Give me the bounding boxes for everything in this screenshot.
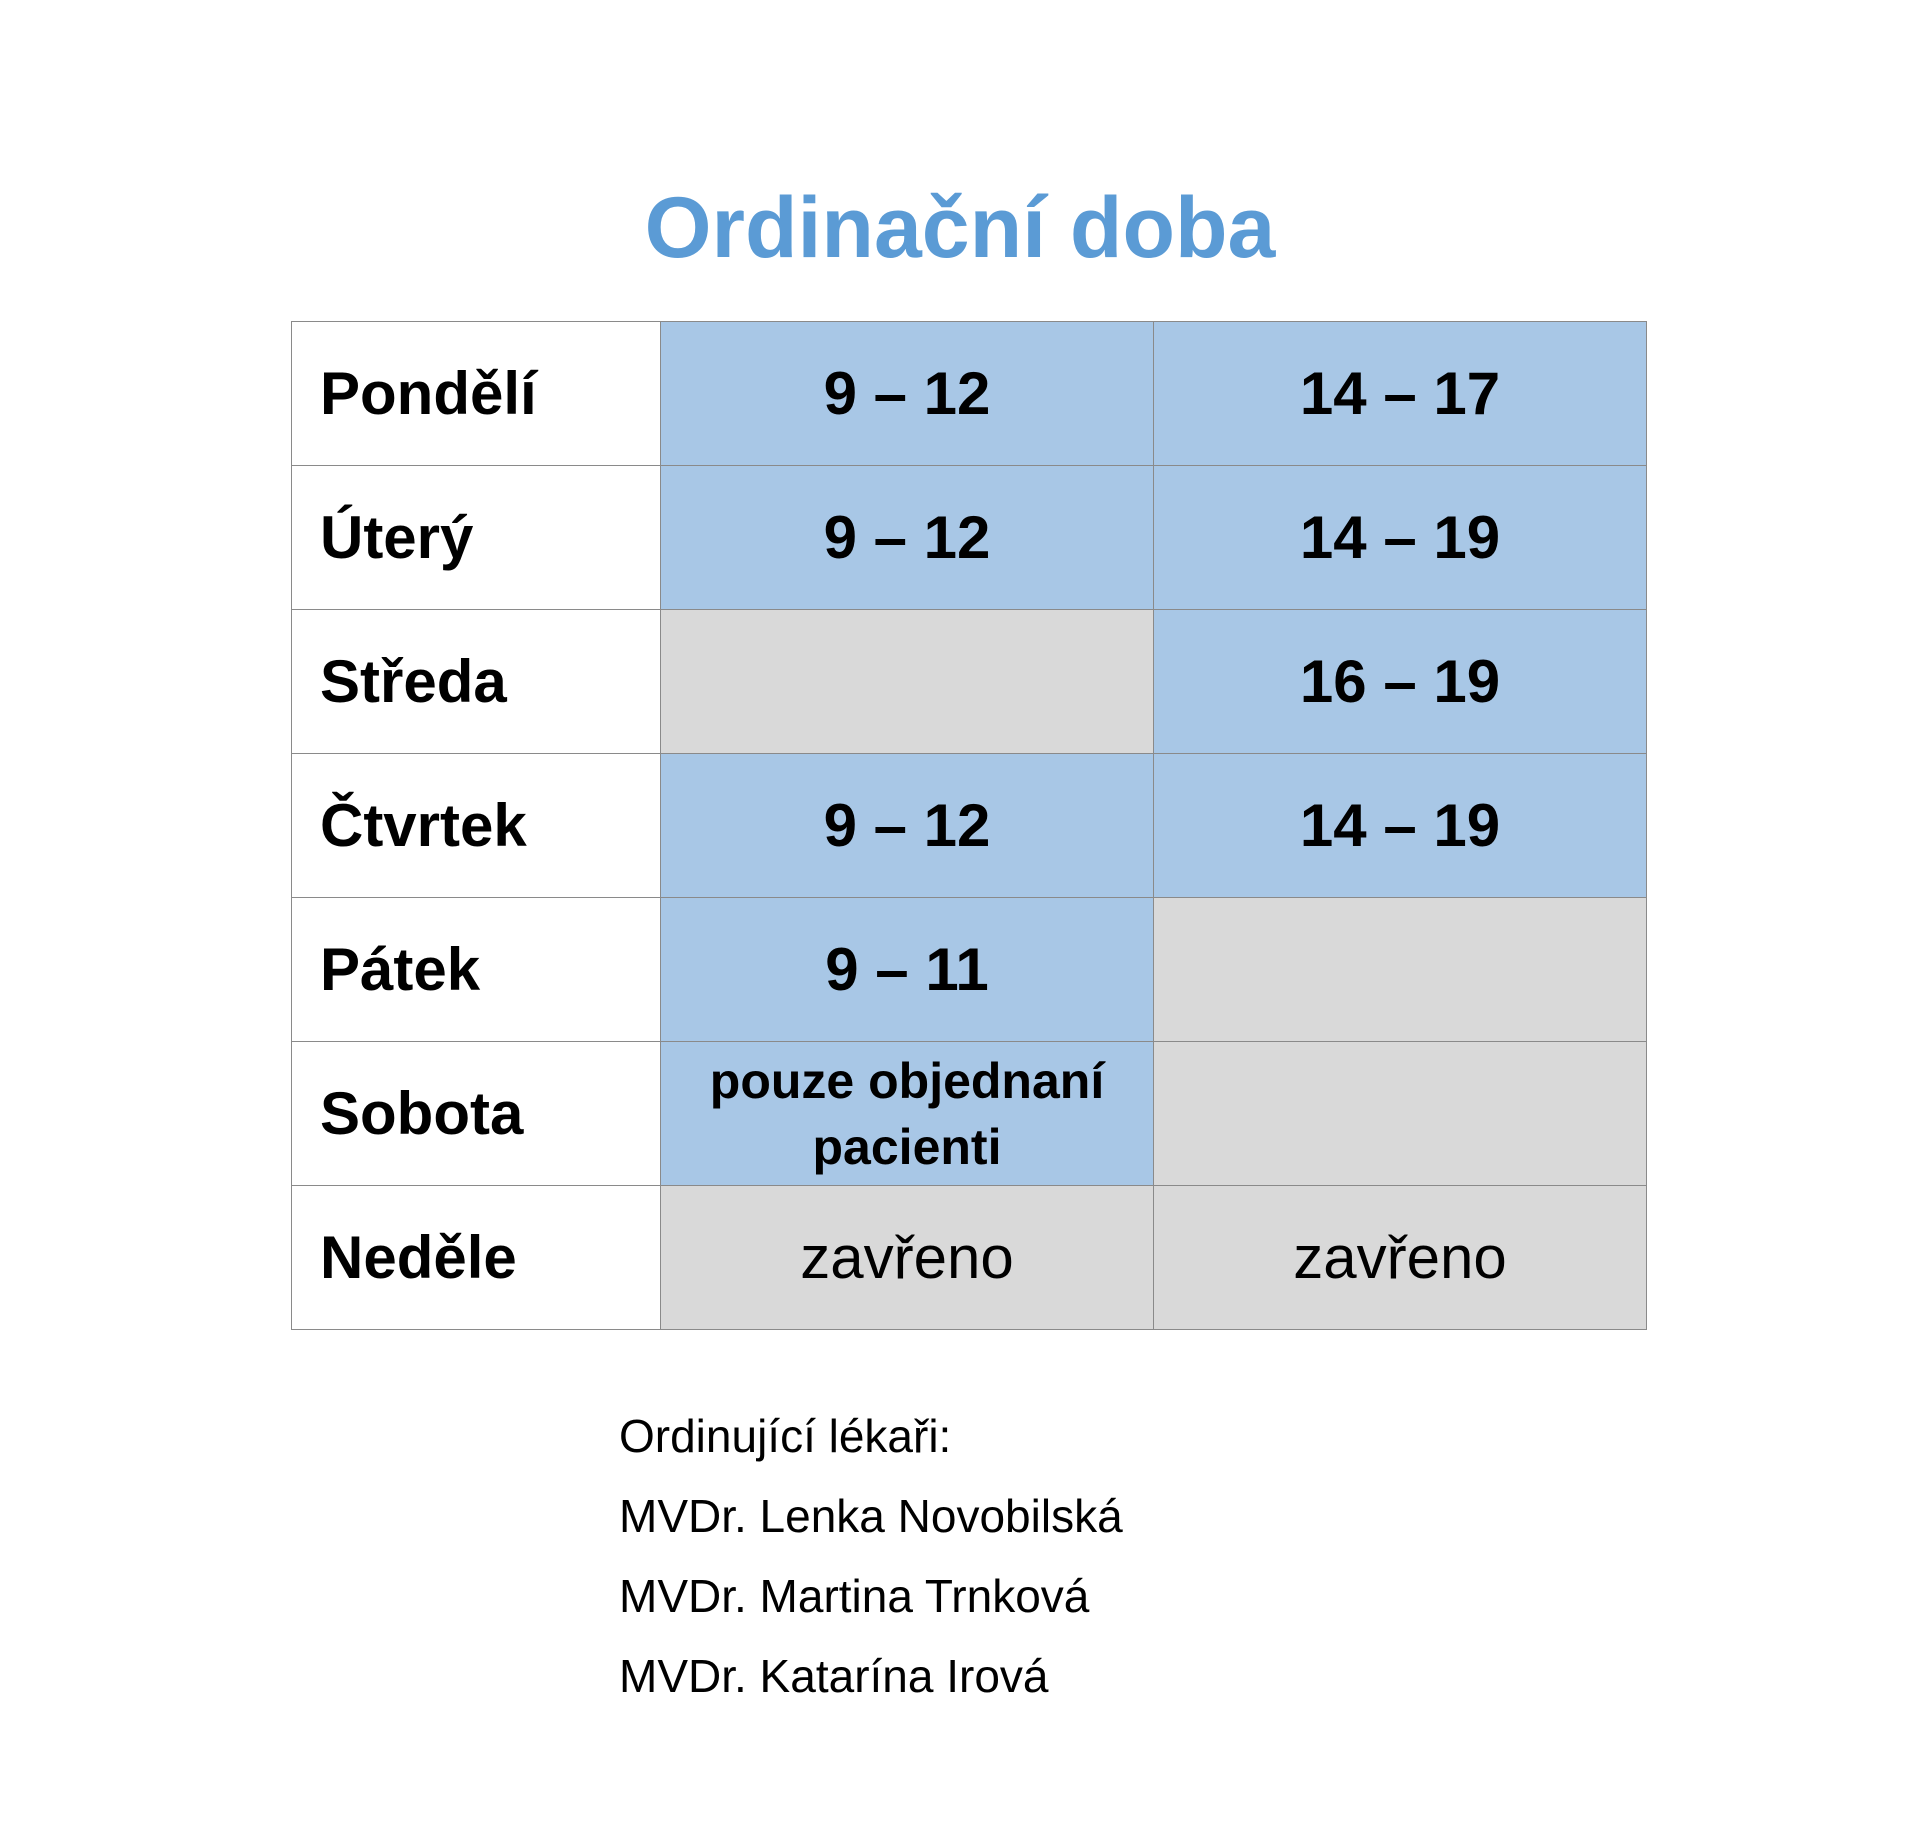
- morning-hours: 9 – 12: [660, 465, 1154, 610]
- afternoon-hours: 14 – 17: [1153, 321, 1647, 466]
- afternoon-hours: 16 – 19: [1153, 609, 1647, 754]
- morning-hours: pouze objednaní pacienti: [660, 1041, 1154, 1186]
- opening-hours-table: Pondělí 9 – 12 14 – 17 Úterý 9 – 12 14 –…: [291, 321, 1647, 1330]
- table-row-thursday: Čtvrtek 9 – 12 14 – 19: [291, 753, 1647, 898]
- table-row-tuesday: Úterý 9 – 12 14 – 19: [291, 465, 1647, 610]
- day-label: Neděle: [291, 1185, 661, 1330]
- table-row-monday: Pondělí 9 – 12 14 – 17: [291, 321, 1647, 466]
- doctors-heading: Ordinující lékaři:: [619, 1410, 952, 1462]
- morning-hours: 9 – 11: [660, 897, 1154, 1042]
- doctor-name: MVDr. Lenka Novobilská: [619, 1490, 1123, 1542]
- doctors-list: Ordinující lékaři: MVDr. Lenka Novobilsk…: [619, 1396, 1123, 1716]
- morning-hours: [660, 609, 1154, 754]
- table-row-saturday: Sobota pouze objednaní pacienti: [291, 1041, 1647, 1186]
- afternoon-hours: 14 – 19: [1153, 465, 1647, 610]
- day-label: Pátek: [291, 897, 661, 1042]
- afternoon-hours: zavřeno: [1153, 1185, 1647, 1330]
- table-row-sunday: Neděle zavřeno zavřeno: [291, 1185, 1647, 1330]
- doctor-name: MVDr. Katarína Irová: [619, 1650, 1049, 1702]
- day-label: Čtvrtek: [291, 753, 661, 898]
- afternoon-hours: 14 – 19: [1153, 753, 1647, 898]
- table-row-wednesday: Středa 16 – 19: [291, 609, 1647, 754]
- doctor-name: MVDr. Martina Trnková: [619, 1570, 1090, 1622]
- table-row-friday: Pátek 9 – 11: [291, 897, 1647, 1042]
- day-label: Sobota: [291, 1041, 661, 1186]
- morning-hours: 9 – 12: [660, 753, 1154, 898]
- afternoon-hours: [1153, 897, 1647, 1042]
- day-label: Pondělí: [291, 321, 661, 466]
- afternoon-hours: [1153, 1041, 1647, 1186]
- morning-hours: 9 – 12: [660, 321, 1154, 466]
- day-label: Středa: [291, 609, 661, 754]
- morning-hours: zavřeno: [660, 1185, 1154, 1330]
- day-label: Úterý: [291, 465, 661, 610]
- page-title: Ordinační doba: [644, 180, 1276, 276]
